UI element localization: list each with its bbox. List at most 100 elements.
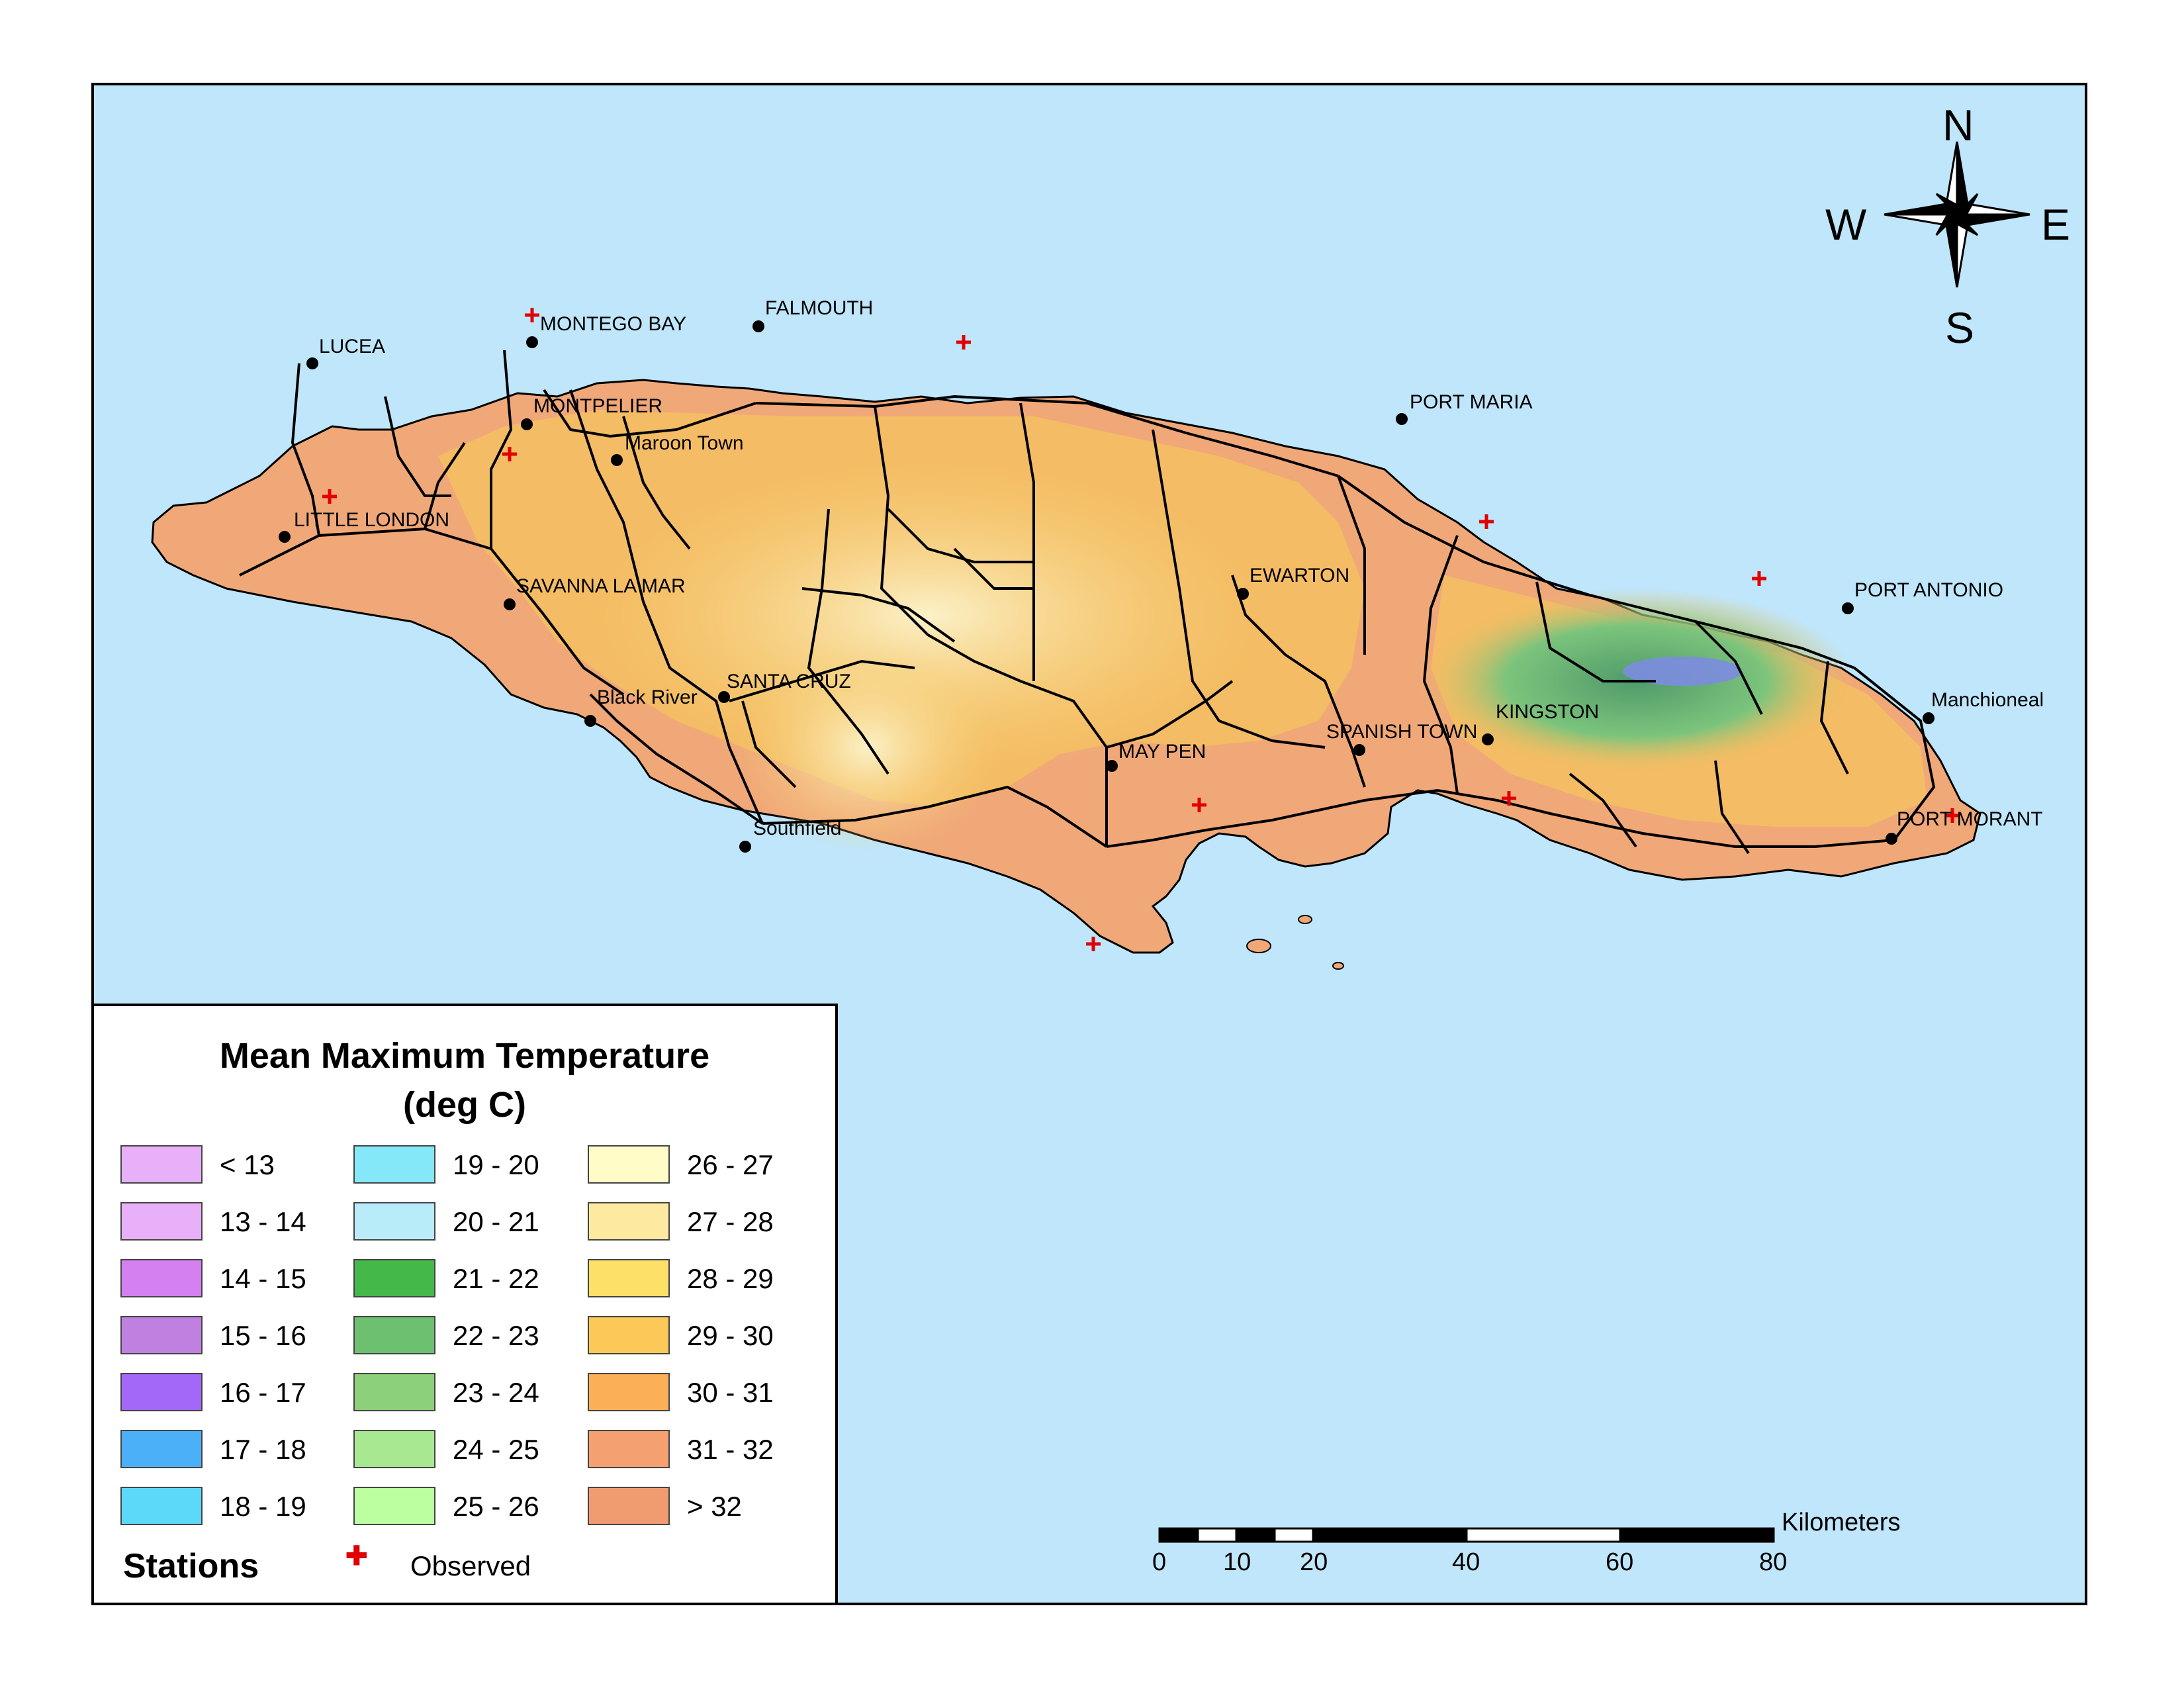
legend-swatch <box>120 1373 203 1411</box>
town-dot-santa-cruz <box>718 691 730 703</box>
station-marker <box>1086 937 1101 951</box>
town-label-montpelier: MONTPELIER <box>533 395 663 417</box>
legend-class-label: 28 - 29 <box>687 1263 774 1294</box>
compass-west: W <box>1825 200 1867 249</box>
town-dot-port-morant <box>1886 833 1897 845</box>
town-dot-little-london <box>279 531 291 543</box>
offshore-cay <box>1332 962 1344 970</box>
town-dot-southfield <box>739 841 751 853</box>
scale-tick-0: 0 <box>1152 1548 1167 1576</box>
town-dot-lucea <box>306 357 318 369</box>
town-label-maroon-town: Maroon Town <box>625 432 744 454</box>
station-marker <box>1479 514 1494 529</box>
town-dot-kingston <box>1482 733 1494 745</box>
town-label-spanish-town: SPANISH TOWN <box>1326 721 1478 743</box>
station-marker <box>1945 808 1960 823</box>
legend-swatch <box>120 1487 203 1525</box>
compass-north: N <box>1942 101 1974 150</box>
station-marker <box>1502 791 1516 806</box>
legend-swatch <box>120 1145 203 1184</box>
observed-stations <box>322 308 1960 951</box>
legend-swatch <box>588 1316 670 1354</box>
legend-swatch <box>120 1259 203 1297</box>
legend-swatch <box>588 1373 670 1411</box>
legend-swatch <box>588 1259 670 1297</box>
scale-tick-10: 10 <box>1223 1548 1251 1576</box>
legend-class-label: 15 - 16 <box>220 1320 306 1351</box>
compass-rose <box>1884 141 2030 288</box>
legend-swatch <box>353 1259 435 1297</box>
scale-tick-80: 80 <box>1759 1548 1788 1576</box>
legend-swatch <box>353 1373 435 1411</box>
scale-tick-20: 20 <box>1300 1548 1328 1576</box>
town-label-lucea: LUCEA <box>319 336 386 357</box>
town-label-port-antonio: PORT ANTONIO <box>1854 579 2004 601</box>
town-dot-may-pen <box>1106 760 1118 772</box>
scale-unit-label: Kilometers <box>1782 1509 1901 1536</box>
legend-swatch <box>588 1202 670 1241</box>
legend-class-label: 20 - 21 <box>453 1206 539 1237</box>
legend-swatch <box>120 1202 203 1241</box>
legend-class-label: 17 - 18 <box>220 1434 306 1465</box>
town-label-santa-cruz: SANTA CRUZ <box>727 671 851 692</box>
scale-bar <box>1158 1527 1775 1543</box>
town-label-southfield: Southfield <box>753 818 842 839</box>
legend-class-label: 18 - 19 <box>220 1491 306 1522</box>
legend-swatch <box>120 1316 203 1354</box>
scale-tick-40: 40 <box>1452 1548 1480 1576</box>
legend-class-label: 24 - 25 <box>453 1434 539 1465</box>
legend-swatch <box>588 1430 670 1468</box>
town-label-kingston: KINGSTON <box>1496 701 1600 723</box>
legend-title: Mean Maximum Temperature (deg C) <box>94 1031 835 1129</box>
legend-swatch <box>588 1487 670 1525</box>
town-dot-port-maria <box>1396 413 1408 425</box>
town-dot-black-river <box>584 715 596 727</box>
legend-title-line2: (deg C) <box>403 1085 526 1125</box>
legend-swatch <box>353 1487 435 1525</box>
legend-swatch <box>353 1202 435 1241</box>
legend-class-label: 30 - 31 <box>687 1377 774 1408</box>
town-label-black-river: Black River <box>597 686 698 708</box>
town-label-port-morant: PORT MORANT <box>1897 808 2043 830</box>
town-label-savanna-la-mar: SAVANNA LA MAR <box>516 575 686 597</box>
legend-class-label: 13 - 14 <box>220 1206 306 1237</box>
station-marker <box>956 335 971 350</box>
legend-class-label: 23 - 24 <box>453 1377 539 1408</box>
town-label-may-pen: MAY PEN <box>1118 741 1206 763</box>
town-dot-manchioneal <box>1923 712 1934 724</box>
town-dot-savanna-la-mar <box>504 598 516 610</box>
observed-label: Observed <box>410 1550 531 1581</box>
offshore-cay <box>1298 915 1312 924</box>
legend-class-label: 16 - 17 <box>220 1377 306 1408</box>
map-canvas <box>151 141 2030 1543</box>
town-dot-montpelier <box>521 418 533 430</box>
scale-tick-60: 60 <box>1606 1548 1634 1576</box>
legend-title-line1: Mean Maximum Temperature <box>219 1036 710 1076</box>
legend-swatch <box>120 1430 203 1468</box>
road-network <box>239 350 1936 855</box>
town-dot-montego-bay <box>526 336 538 348</box>
town-label-falmouth: FALMOUTH <box>765 297 874 319</box>
town-dot-falmouth <box>752 320 764 332</box>
legend-panel: Mean Maximum Temperature (deg C) < 13 13 … <box>94 1004 838 1603</box>
town-dot-spanish-town <box>1353 744 1365 756</box>
town-label-port-maria: PORT MARIA <box>1410 391 1533 413</box>
legend-swatch <box>353 1316 435 1354</box>
stations-heading: Stations <box>123 1547 259 1585</box>
station-marker <box>1192 798 1206 812</box>
town-markers <box>279 320 1934 853</box>
legend-class-label: 26 - 27 <box>687 1149 774 1180</box>
upland-plateau-south <box>736 641 1001 853</box>
mountain-peak <box>1623 657 1742 686</box>
compass-east: E <box>2041 200 2071 249</box>
map-frame: N S E W LUCEA MONTEGO BAY FALMOUTH MONTP… <box>91 83 2087 1605</box>
station-marker <box>322 489 337 504</box>
compass-south: S <box>1945 303 1975 352</box>
station-marker <box>525 308 539 322</box>
station-marker <box>502 447 517 461</box>
station-marker <box>1752 571 1766 586</box>
town-label-manchioneal: Manchioneal <box>1931 689 2044 711</box>
legend-swatch <box>588 1145 670 1184</box>
legend-swatch <box>353 1145 435 1184</box>
legend-class-label: 31 - 32 <box>687 1434 774 1465</box>
